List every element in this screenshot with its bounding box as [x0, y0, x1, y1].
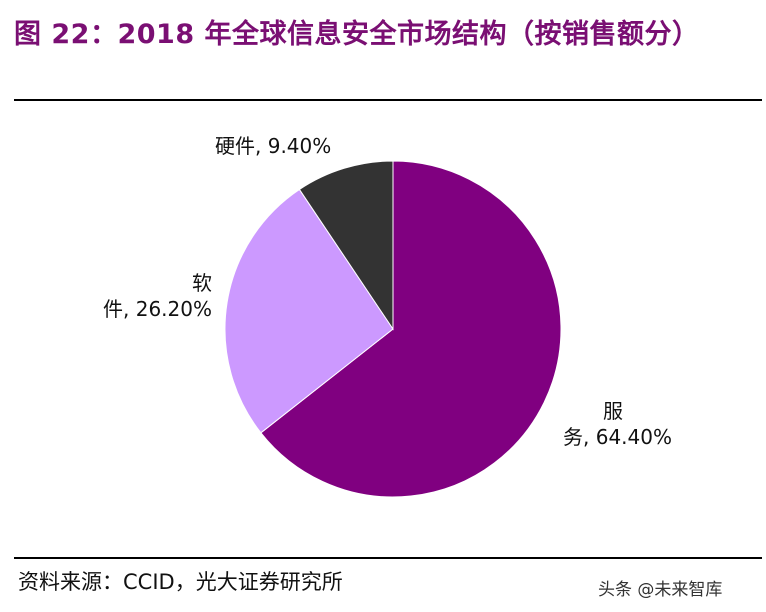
service-label-line1: 服 [603, 399, 623, 423]
pie-chart [224, 160, 562, 498]
top-divider [14, 99, 762, 101]
service-label-line2: 务, 64.40% [563, 425, 672, 449]
software-slice-label: 软 件, 26.20% [103, 270, 212, 322]
page-title: 图 22：2018 年全球信息安全市场结构（按销售额分） [14, 19, 700, 50]
software-label-line1: 软 [192, 271, 212, 295]
bottom-divider [14, 557, 762, 559]
hardware-label-text: 硬件, 9.40% [215, 134, 332, 158]
source-note: 资料来源：CCID，光大证券研究所 [18, 570, 343, 594]
pie-slice-1 [224, 188, 394, 434]
hardware-slice-label: 硬件, 9.40% [215, 133, 331, 159]
pie-slice-2 [298, 160, 394, 331]
software-label-line2: 件, 26.20% [103, 297, 212, 321]
pie-slice-0 [260, 160, 562, 498]
watermark: 头条 @未来智库 [598, 580, 723, 600]
service-slice-label: 服 务, 64.40% [563, 398, 672, 450]
